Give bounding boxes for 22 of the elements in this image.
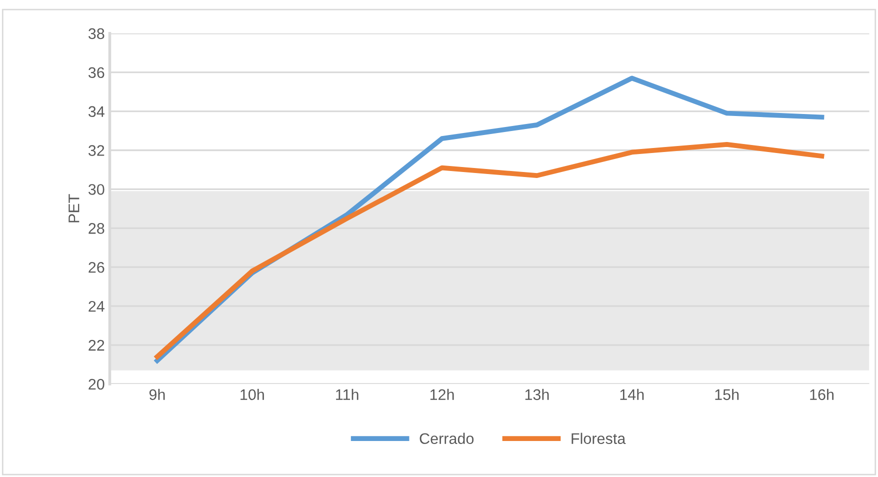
y-tick-label: 30 [88,184,104,195]
x-tick-label: 15h [715,388,739,400]
legend-label: Floresta [572,432,626,444]
x-tick-label: 13h [525,388,549,400]
y-tick-label: 36 [88,67,104,78]
y-tick-label: 26 [88,262,104,273]
y-tick-label: 34 [88,106,104,117]
y-tick-label: 24 [88,300,104,312]
x-tick-label: 10h [240,388,264,400]
x-tick-label: 14h [620,388,644,400]
x-tick-label: 11h [336,388,358,400]
x-tick-label: 9h [149,388,165,400]
y-axis-title: PET [68,194,80,222]
line-series [154,142,824,360]
y-tick-label: 22 [88,340,104,351]
x-tick-label: 16h [810,388,834,400]
y-tick-label: 20 [88,378,104,390]
y-tick-label: 28 [88,223,104,234]
x-tick-label: 12h [430,388,454,400]
y-tick-label: 32 [88,145,104,156]
y-tick-label: 38 [88,28,104,40]
legend-label: Cerrado [420,432,474,444]
